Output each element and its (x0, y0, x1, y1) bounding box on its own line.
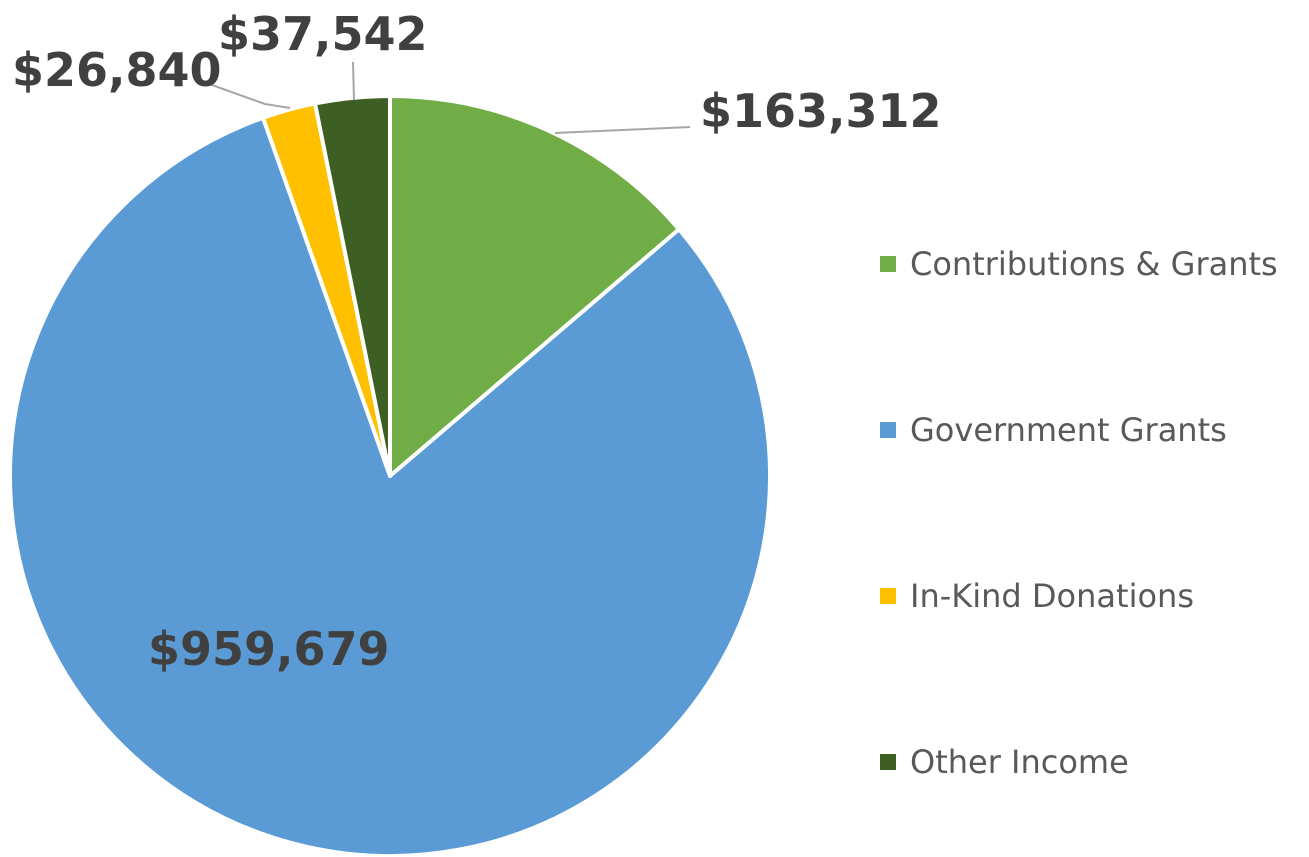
pie-slice-government-grants (8, 115, 772, 857)
legend-swatch-government-grants (880, 422, 896, 438)
pie-slice-contributions-grants (388, 94, 682, 478)
legend-item-other-income: Other Income (880, 743, 1129, 781)
legend-label-other-income: Other Income (910, 743, 1129, 781)
leader-line-other-income (352, 61, 355, 101)
data-label-in-kind-donations: $26,840 (12, 43, 222, 97)
legend-label-government-grants: Government Grants (910, 411, 1227, 449)
leader-line-in-kind-donations (197, 79, 291, 109)
legend-swatch-contributions-grants (880, 256, 896, 272)
legend-label-in-kind-donations: In-Kind Donations (910, 577, 1194, 615)
leader-line-contributions-grants (554, 126, 691, 134)
data-label-contributions-grants: $163,312 (700, 84, 942, 138)
pie-slices (8, 94, 772, 857)
data-labels: $163,312 $959,679 $26,840$37,542 (12, 7, 942, 676)
data-label-other-income: $37,542 (218, 7, 428, 61)
legend-item-in-kind-donations: In-Kind Donations (880, 577, 1194, 615)
pie-slice-other-income (313, 94, 392, 478)
legend-item-government-grants: Government Grants (880, 411, 1227, 449)
legend-item-contributions-grants: Contributions & Grants (880, 245, 1278, 283)
legend: Contributions & Grants Government Grants I… (880, 245, 1278, 781)
legend-swatch-in-kind-donations (880, 588, 896, 604)
legend-swatch-other-income (880, 754, 896, 770)
legend-label-contributions-grants: Contributions & Grants (910, 245, 1278, 283)
data-label-government-grants: $959,679 (148, 622, 390, 676)
leader-lines (197, 61, 691, 134)
